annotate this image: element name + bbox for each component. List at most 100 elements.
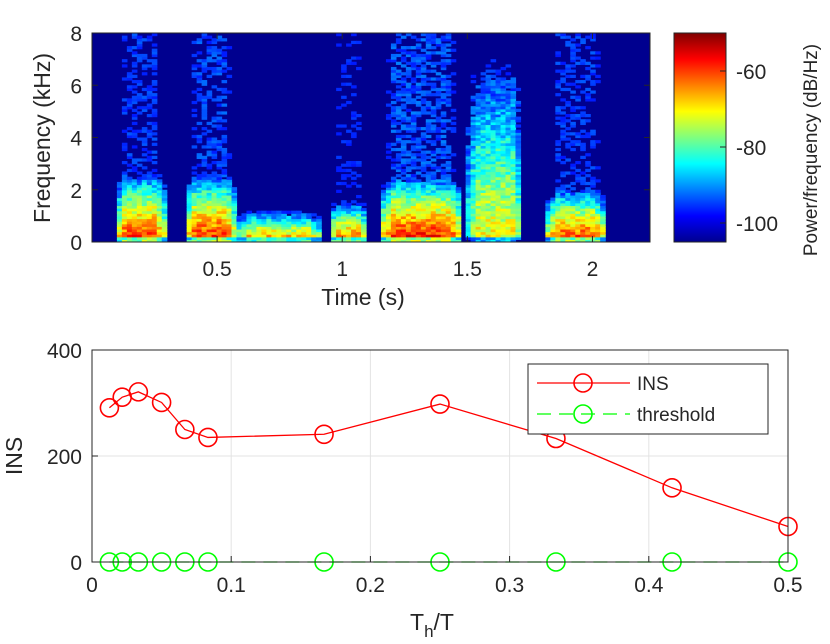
spectrogram-cell (146, 150, 153, 154)
spectrogram-cell (296, 223, 302, 227)
spectrogram-cell (420, 137, 427, 141)
spectrogram-cell (435, 103, 442, 107)
spectrogram-cell (430, 228, 437, 233)
spectrogram-cell (211, 215, 218, 220)
spectrogram-cell (121, 59, 128, 63)
spectrogram-cell (445, 208, 452, 212)
spectrogram-cell (480, 181, 487, 186)
spectrogram-cell (490, 205, 497, 209)
spectrogram-cell (515, 226, 522, 230)
spectrogram-cell (121, 236, 128, 240)
spectrogram-cell (430, 226, 437, 230)
spectrogram-cell (585, 66, 591, 71)
spectrogram-cell (385, 208, 392, 212)
spectrogram-cell (500, 100, 507, 105)
spectrogram-cell (141, 187, 148, 191)
spectrogram-cell (136, 176, 143, 180)
spectrogram-cell (121, 200, 128, 204)
spectrogram-cell (515, 116, 522, 120)
spectrogram-cell (570, 187, 576, 191)
spectrogram-cell (430, 64, 437, 68)
spectrogram-cell (585, 168, 591, 173)
spectrogram-cell (351, 163, 357, 167)
spectrogram-cell (440, 48, 447, 52)
spectrogram-cell (435, 197, 442, 201)
spectrogram-cell (216, 231, 223, 235)
spectrogram-cell (510, 153, 517, 157)
spectrogram-cell (146, 218, 153, 222)
spectrogram-cell (276, 213, 282, 217)
spectrogram-cell (211, 218, 218, 222)
spectrogram-cell (211, 239, 218, 242)
spectrogram-cell (575, 33, 581, 37)
spectrogram-cell (400, 64, 407, 68)
spectrogram-cell (201, 171, 208, 175)
spectrogram-cell (570, 59, 576, 63)
spectrogram-cell (430, 213, 437, 217)
spectrogram-cell (400, 208, 407, 212)
spectrogram-cell (126, 236, 133, 240)
spectrogram-cell (445, 119, 452, 123)
spectrogram-cell (505, 208, 512, 212)
spectrogram-cell (151, 59, 158, 63)
spectrogram-cell (415, 228, 422, 233)
spectrogram-cell (206, 189, 213, 193)
spectrogram-cell (361, 221, 367, 225)
spectrogram-cell (390, 194, 397, 199)
colorbar-gradient (673, 32, 727, 243)
data-point-INS (151, 392, 172, 413)
spectrogram-cell (216, 51, 223, 55)
spectrogram-cell (341, 226, 347, 230)
spectrogram-cell (351, 210, 357, 214)
legend-entry-ins: INS (537, 373, 669, 395)
spectrogram-cell (480, 205, 487, 209)
spectrogram-cell (465, 231, 472, 235)
data-point-INS (175, 419, 195, 440)
spectrogram-cell (346, 129, 352, 133)
spectrogram-cell (400, 119, 407, 123)
spectrogram-cell (490, 187, 497, 191)
spectrogram-cell (470, 187, 477, 191)
spectrogram-cell (560, 69, 566, 73)
spectrogram-cell (595, 231, 601, 235)
spectrogram-cell (490, 181, 497, 186)
spectrogram-cell (221, 137, 228, 141)
spectrogram-cell (410, 205, 417, 209)
spectrogram-cell (266, 236, 272, 240)
spectrogram-cell (301, 221, 307, 225)
spectrogram-cell (575, 168, 581, 173)
spectrogram-cell (221, 171, 228, 175)
spectrogram-cell (495, 166, 502, 170)
spectrogram-cell (201, 111, 208, 115)
spectrogram-cell (475, 197, 482, 201)
spectrogram-cell (221, 155, 228, 159)
spectrogram-cell (351, 228, 357, 233)
spectrogram-cell (490, 74, 497, 79)
spectrogram-cell (216, 194, 223, 199)
spectrogram-cell (435, 93, 442, 97)
spectrogram-cell (590, 38, 596, 42)
spectrogram-cell (116, 236, 123, 240)
spectrogram-cell (565, 87, 571, 92)
spectrogram-cell (480, 132, 487, 136)
spectrogram-cell (420, 202, 427, 207)
spectrogram-cell (490, 124, 497, 128)
spectrogram-cell (420, 66, 427, 71)
spectrogram-cell (475, 108, 482, 112)
spectrogram-cell (485, 194, 492, 199)
spectrogram-cell (296, 231, 302, 235)
spectrogram-cell (475, 155, 482, 159)
spectrogram-cell (121, 171, 128, 175)
spectrogram-cell (390, 213, 397, 217)
spectrogram-cell (440, 187, 447, 191)
spectrogram-cell (430, 184, 437, 188)
spectrogram-cell (450, 228, 457, 233)
spectrogram-cell (505, 176, 512, 180)
spectrogram-cell (475, 124, 482, 128)
spectrogram-cell (495, 194, 502, 199)
spectrogram-cell (136, 38, 143, 42)
spectrogram-cell (595, 140, 601, 144)
spectrogram-cell (515, 187, 522, 191)
spectrogram-cell (590, 82, 596, 86)
spectrogram-cell (505, 153, 512, 157)
